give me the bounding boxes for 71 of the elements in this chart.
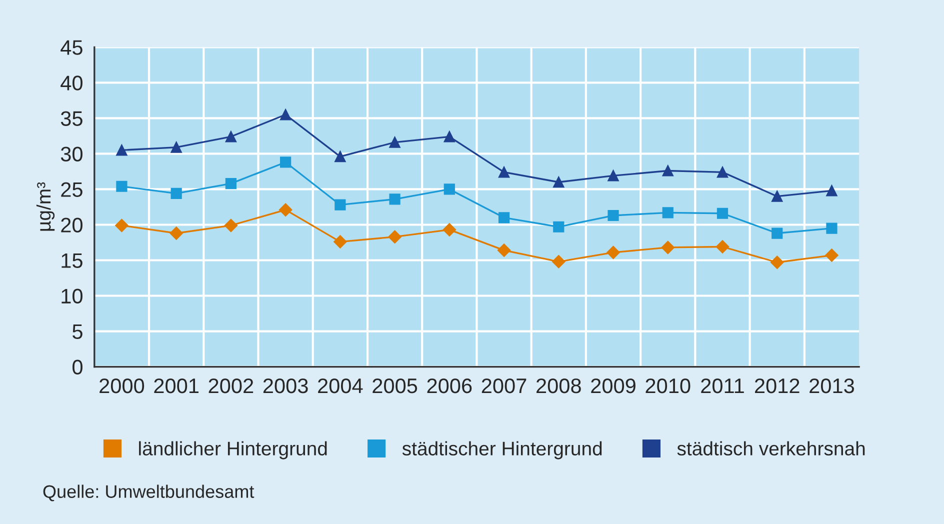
x-tick-label: 2011 <box>701 378 744 394</box>
legend-label: städtisch verkehrsnah <box>677 441 865 456</box>
y-tick-label: 25 <box>61 182 82 197</box>
point <box>170 142 182 153</box>
point <box>280 156 292 168</box>
point <box>225 178 236 190</box>
point <box>389 194 400 205</box>
point <box>388 230 402 244</box>
point <box>826 185 838 196</box>
point <box>280 109 292 120</box>
point <box>661 240 674 254</box>
point <box>608 170 619 182</box>
y-tick-label: 15 <box>62 253 82 268</box>
point <box>772 228 783 239</box>
point <box>444 184 455 195</box>
point <box>826 222 838 234</box>
legend-label: ländlicher Hintergrund <box>139 441 327 460</box>
y-tick-label: 5 <box>72 324 82 340</box>
x-tick-label: 2012 <box>754 378 800 394</box>
x-tick-label: 2005 <box>372 378 418 394</box>
point <box>278 203 292 216</box>
point <box>716 240 730 254</box>
point <box>170 226 183 240</box>
point <box>225 131 236 142</box>
x-tick-label: 2003 <box>263 378 308 394</box>
x-tick-label: 2004 <box>318 378 363 394</box>
y-tick-label: 20 <box>61 218 82 232</box>
point <box>334 150 346 162</box>
point <box>553 176 564 188</box>
point <box>334 199 346 210</box>
y-tick-label: 45 <box>60 40 82 55</box>
x-tick-label: 2000 <box>100 378 144 394</box>
point <box>662 165 674 176</box>
x-tick-label: 2013 <box>810 378 854 394</box>
point <box>442 223 456 236</box>
x-tick-label: 2001 <box>154 378 198 394</box>
point <box>116 144 128 156</box>
point <box>116 180 128 192</box>
x-tick-label: 2009 <box>591 378 636 394</box>
y-tick-label: 35 <box>60 111 82 126</box>
point <box>552 255 566 268</box>
x-tick-label: 2002 <box>208 378 254 394</box>
point <box>497 244 511 257</box>
source-note: Quelle: Umweltbundesamt <box>43 484 254 502</box>
y-tick-label: 10 <box>62 288 82 304</box>
point <box>170 188 182 200</box>
point <box>770 256 784 269</box>
point <box>334 235 347 248</box>
point <box>716 208 728 219</box>
point <box>498 166 510 178</box>
x-tick-label: 2006 <box>427 378 472 394</box>
point <box>498 212 510 224</box>
point <box>606 246 620 260</box>
legend-label: städtischer Hintergrund <box>402 441 602 460</box>
y-tick-label: 30 <box>60 146 82 162</box>
y-tick-label: 40 <box>60 76 82 90</box>
point <box>608 210 619 222</box>
point <box>224 218 238 232</box>
x-tick-label: 2010 <box>646 378 690 394</box>
point <box>553 221 564 232</box>
y-tick-label: 0 <box>72 360 82 375</box>
x-tick-label: 2007 <box>482 378 526 394</box>
point <box>716 166 728 178</box>
point <box>115 218 128 232</box>
point <box>772 190 783 202</box>
x-tick-label: 2008 <box>536 378 581 394</box>
y-axis-title: µg/m³ <box>36 182 55 231</box>
point <box>444 131 455 142</box>
point <box>389 136 400 148</box>
point <box>825 248 838 262</box>
point <box>662 207 674 218</box>
